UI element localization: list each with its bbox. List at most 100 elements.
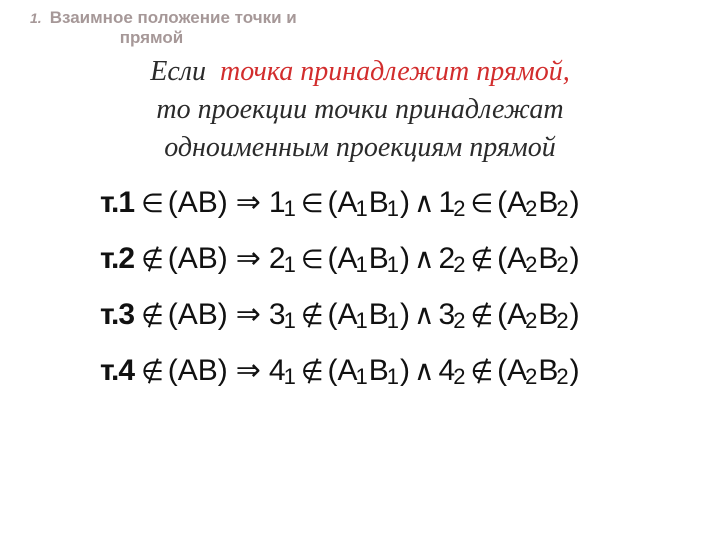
segment-A1B1: (A1B1) xyxy=(328,244,411,274)
paren-close: ) xyxy=(570,354,580,387)
paren-close: ) xyxy=(218,298,228,331)
notin-symbol: ∉ xyxy=(466,359,497,385)
thesis-text: Если точка принадлежит прямой, то проекц… xyxy=(60,53,660,166)
subscript: 2 xyxy=(556,308,568,333)
imp-symbol: ⇒ xyxy=(228,188,269,218)
formula-row-1: т.1∈(AB)⇒11∈(A1B1)∧12∈(A2B2) xyxy=(100,188,580,218)
subscript: 2 xyxy=(525,252,537,277)
letter-B: B xyxy=(198,242,218,275)
paren-close: ) xyxy=(570,242,580,275)
and-symbol: ∧ xyxy=(410,302,439,330)
paren-close: ) xyxy=(400,186,410,219)
segment-AB: (AB) xyxy=(168,188,228,218)
slide-header: 1. Взаимное положение точки и прямой xyxy=(0,8,720,47)
paren-open: ( xyxy=(497,298,507,331)
paren-open: ( xyxy=(497,354,507,387)
notin-symbol: ∉ xyxy=(297,303,328,329)
in-symbol: ∈ xyxy=(297,191,328,217)
letter-A: A xyxy=(338,186,358,219)
proj-sub: 1 xyxy=(284,310,296,332)
proj-sub: 2 xyxy=(453,198,465,220)
and-symbol: ∧ xyxy=(410,190,439,218)
formula-row-2: т.2∉(AB)⇒21∈(A1B1)∧22∉(A2B2) xyxy=(100,244,580,274)
and-symbol: ∧ xyxy=(410,246,439,274)
formula-row-3: т.3∉(AB)⇒31∉(A1B1)∧32∉(A2B2) xyxy=(100,300,580,330)
label-prefix: т. xyxy=(100,188,118,218)
letter-B: B xyxy=(198,354,218,387)
segment-A2B2: (A2B2) xyxy=(497,244,580,274)
formula-block: т.1∈(AB)⇒11∈(A1B1)∧12∈(A2B2)т.2∉(AB)⇒21∈… xyxy=(0,188,720,386)
slide: 1. Взаимное положение точки и прямой Есл… xyxy=(0,0,720,540)
letter-A: A xyxy=(178,242,198,275)
label-number: 2 xyxy=(118,244,135,274)
label-number: 3 xyxy=(118,300,135,330)
letter-B: B xyxy=(369,186,389,219)
letter-A: A xyxy=(178,186,198,219)
subscript: 1 xyxy=(387,364,399,389)
notin-symbol: ∉ xyxy=(297,359,328,385)
paren-open: ( xyxy=(168,242,178,275)
label-number: 4 xyxy=(118,356,135,386)
paren-open: ( xyxy=(328,354,338,387)
letter-B: B xyxy=(369,298,389,331)
proj-sub: 2 xyxy=(453,366,465,388)
proj-sub: 1 xyxy=(284,198,296,220)
proj-sub: 2 xyxy=(453,310,465,332)
proj-sub: 2 xyxy=(453,254,465,276)
paren-open: ( xyxy=(168,354,178,387)
subscript: 1 xyxy=(387,252,399,277)
segment-AB: (AB) xyxy=(168,300,228,330)
paren-open: ( xyxy=(328,298,338,331)
notin-symbol: ∉ xyxy=(137,247,168,273)
subscript: 1 xyxy=(356,252,368,277)
paren-open: ( xyxy=(168,186,178,219)
letter-B: B xyxy=(198,298,218,331)
paren-open: ( xyxy=(497,186,507,219)
segment-A1B1: (A1B1) xyxy=(328,300,411,330)
point-label: т.4 xyxy=(100,356,135,386)
point-label: т.2 xyxy=(100,244,135,274)
paren-open: ( xyxy=(328,186,338,219)
notin-symbol: ∉ xyxy=(466,303,497,329)
segment-A1B1: (A1B1) xyxy=(328,188,411,218)
paren-open: ( xyxy=(168,298,178,331)
point-label: т.1 xyxy=(100,188,135,218)
notin-symbol: ∉ xyxy=(466,247,497,273)
segment-AB: (AB) xyxy=(168,244,228,274)
paren-close: ) xyxy=(400,354,410,387)
label-number: 1 xyxy=(118,188,135,218)
paren-open: ( xyxy=(328,242,338,275)
segment-A2B2: (A2B2) xyxy=(497,356,580,386)
proj-sub: 1 xyxy=(284,366,296,388)
label-prefix: т. xyxy=(100,356,118,386)
letter-A: A xyxy=(178,298,198,331)
subscript: 2 xyxy=(556,364,568,389)
imp-symbol: ⇒ xyxy=(228,356,269,386)
imp-symbol: ⇒ xyxy=(228,244,269,274)
letter-A: A xyxy=(338,354,358,387)
subscript: 1 xyxy=(387,196,399,221)
segment-A1B1: (A1B1) xyxy=(328,356,411,386)
letter-B: B xyxy=(369,242,389,275)
and-symbol: ∧ xyxy=(410,358,439,386)
letter-B: B xyxy=(369,354,389,387)
letter-B: B xyxy=(198,186,218,219)
paren-close: ) xyxy=(570,186,580,219)
subscript: 1 xyxy=(356,308,368,333)
paren-close: ) xyxy=(570,298,580,331)
in-symbol: ∈ xyxy=(466,191,497,217)
subscript: 1 xyxy=(356,196,368,221)
proj-sub: 1 xyxy=(284,254,296,276)
header-title: Взаимное положение точки и прямой xyxy=(50,8,330,47)
paren-close: ) xyxy=(218,354,228,387)
subscript: 2 xyxy=(525,364,537,389)
point-label: т.3 xyxy=(100,300,135,330)
imp-symbol: ⇒ xyxy=(228,300,269,330)
header-title-line2: прямой xyxy=(50,28,330,48)
subscript: 2 xyxy=(525,308,537,333)
thesis-highlight: точка принадлежит прямой xyxy=(220,56,563,87)
label-prefix: т. xyxy=(100,244,118,274)
subscript: 2 xyxy=(556,196,568,221)
subscript: 1 xyxy=(356,364,368,389)
segment-A2B2: (A2B2) xyxy=(497,188,580,218)
